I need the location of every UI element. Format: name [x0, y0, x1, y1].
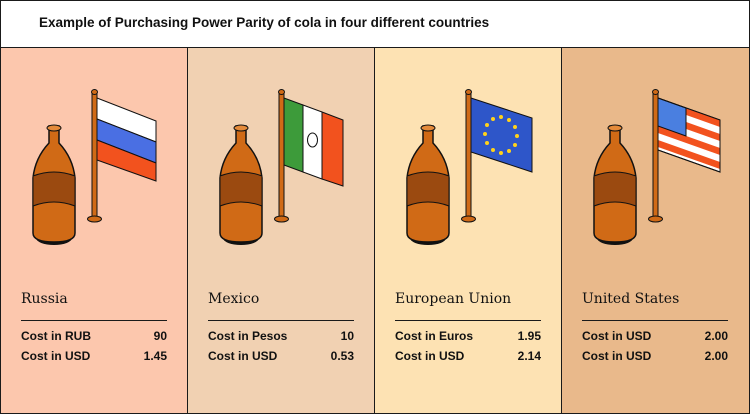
- cost-value: 2.00: [704, 349, 728, 363]
- cost-label: Cost in USD: [208, 349, 278, 363]
- panel-european-union: European Union Cost in Euros 1.95 Cost i…: [375, 48, 562, 413]
- country-panels: Russia Cost in RUB 90 Cost in USD 1.45: [1, 48, 749, 413]
- cost-row: Cost in RUB 90: [21, 329, 167, 343]
- cost-row: Cost in Pesos 10: [208, 329, 354, 343]
- cola-illustration-russia: [32, 89, 157, 245]
- country-name: Mexico: [208, 291, 260, 307]
- panel-russia: Russia Cost in RUB 90 Cost in USD 1.45: [1, 48, 188, 413]
- cola-bottle-icon: [219, 124, 263, 245]
- divider: [395, 320, 541, 321]
- cost-label: Cost in Euros: [395, 329, 474, 343]
- cost-label: Cost in USD: [582, 349, 652, 363]
- divider: [582, 320, 728, 321]
- mexico-flag-icon: [283, 97, 344, 187]
- cola-illustration-us: [593, 89, 721, 245]
- cost-label: Cost in USD: [21, 349, 91, 363]
- divider: [21, 320, 167, 321]
- cost-value: 0.53: [330, 349, 354, 363]
- divider: [208, 320, 354, 321]
- country-name: Russia: [21, 291, 68, 307]
- cost-label: Cost in USD: [582, 329, 652, 343]
- cola-illustration-eu: [406, 89, 533, 245]
- cost-value: 1.45: [143, 349, 167, 363]
- cola-bottle-icon: [32, 124, 76, 245]
- panel-mexico: Mexico Cost in Pesos 10 Cost in USD 0.53: [188, 48, 375, 413]
- cost-label: Cost in USD: [395, 349, 465, 363]
- flag-pole-icon: [461, 89, 476, 223]
- cost-value: 90: [153, 329, 167, 343]
- cola-illustration-mexico: [219, 89, 344, 245]
- cola-bottle-icon: [406, 124, 450, 245]
- us-flag-icon: [657, 97, 721, 173]
- cost-value: 2.00: [704, 329, 728, 343]
- header: Example of Purchasing Power Parity of co…: [1, 1, 749, 48]
- country-name: European Union: [395, 291, 512, 307]
- cost-value: 1.95: [517, 329, 541, 343]
- country-name: United States: [582, 291, 680, 307]
- eu-flag-icon: [470, 97, 533, 173]
- cost-row: Cost in Euros 1.95: [395, 329, 541, 343]
- cola-bottle-icon: [593, 124, 637, 245]
- flag-pole-icon: [648, 89, 663, 223]
- cost-row: Cost in USD 2.00: [582, 349, 728, 363]
- cost-value: 2.14: [517, 349, 541, 363]
- panel-united-states: United States Cost in USD 2.00 Cost in U…: [562, 48, 749, 413]
- page-title: Example of Purchasing Power Parity of co…: [39, 15, 490, 30]
- cost-row: Cost in USD 2.00: [582, 329, 728, 343]
- russia-flag-icon: [96, 97, 157, 182]
- cost-label: Cost in RUB: [21, 329, 91, 343]
- cost-label: Cost in Pesos: [208, 329, 288, 343]
- cost-row: Cost in USD 0.53: [208, 349, 354, 363]
- cost-row: Cost in USD 2.14: [395, 349, 541, 363]
- cost-value: 10: [340, 329, 354, 343]
- cost-row: Cost in USD 1.45: [21, 349, 167, 363]
